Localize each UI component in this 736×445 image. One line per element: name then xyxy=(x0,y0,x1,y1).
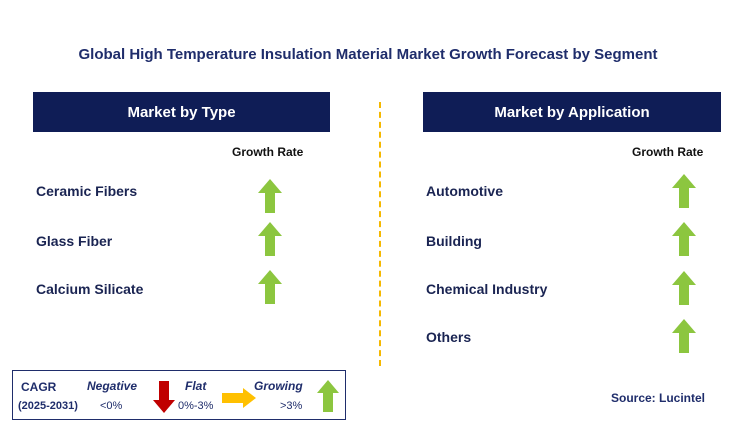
legend-flat-value: 0%-3% xyxy=(178,400,214,412)
legend-flat-label: Flat xyxy=(185,379,207,393)
type-row-label: Glass Fiber xyxy=(36,233,113,249)
legend-cagr-label: CAGR xyxy=(21,380,57,394)
legend-negative-value: <0% xyxy=(100,400,123,412)
up-arrow-icon xyxy=(672,319,696,353)
up-arrow-icon xyxy=(258,222,282,256)
chart-title: Global High Temperature Insulation Mater… xyxy=(78,46,658,63)
type-row-label: Calcium Silicate xyxy=(36,281,144,297)
legend-growing-label: Growing xyxy=(254,379,303,393)
up-arrow-icon xyxy=(258,179,282,213)
cagr-legend: CAGR (2025-2031) Negative <0% Flat 0%-3%… xyxy=(12,370,346,420)
source-label: Source: Lucintel xyxy=(611,391,706,405)
growth-rate-label-type: Growth Rate xyxy=(232,145,304,159)
up-arrow-icon xyxy=(672,174,696,208)
right-arrow-icon xyxy=(222,388,256,408)
market-by-type-header: Market by Type xyxy=(33,92,330,132)
legend-growing-value: >3% xyxy=(280,400,303,412)
panel-divider xyxy=(379,102,381,366)
up-arrow-icon xyxy=(672,271,696,305)
application-row-label: Others xyxy=(426,329,472,345)
growth-rate-label-application: Growth Rate xyxy=(632,145,704,159)
type-row-label: Ceramic Fibers xyxy=(36,183,138,199)
legend-negative-label: Negative xyxy=(87,379,138,393)
application-row-label: Chemical Industry xyxy=(426,281,548,297)
up-arrow-icon xyxy=(672,222,696,256)
application-row-label: Building xyxy=(426,233,482,249)
up-arrow-icon xyxy=(258,270,282,304)
application-row-label: Automotive xyxy=(426,183,503,199)
up-arrow-icon xyxy=(317,380,339,412)
legend-years-label: (2025-2031) xyxy=(18,400,78,412)
market-by-application-header: Market by Application xyxy=(423,92,721,132)
down-arrow-icon xyxy=(153,381,175,413)
